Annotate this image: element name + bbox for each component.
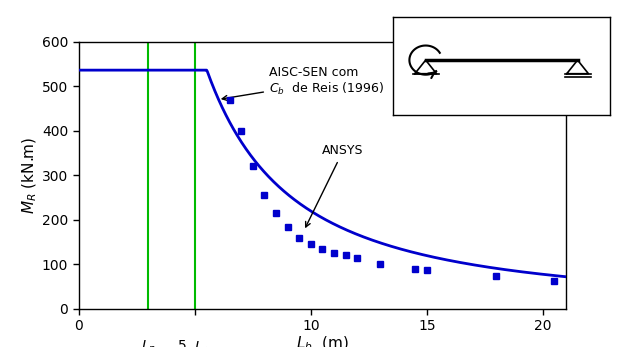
Text: ANSYS: ANSYS [306,144,364,227]
X-axis label: $L_b$  (m): $L_b$ (m) [296,335,348,347]
Text: $L_r$: $L_r$ [194,339,208,347]
Y-axis label: $M_R$ (kN.m): $M_R$ (kN.m) [21,137,39,214]
Text: AISC-SEN com
$C_b$  de Reis (1996): AISC-SEN com $C_b$ de Reis (1996) [222,66,384,101]
Text: 5: 5 [177,339,186,347]
Text: $L_p$: $L_p$ [140,339,156,347]
